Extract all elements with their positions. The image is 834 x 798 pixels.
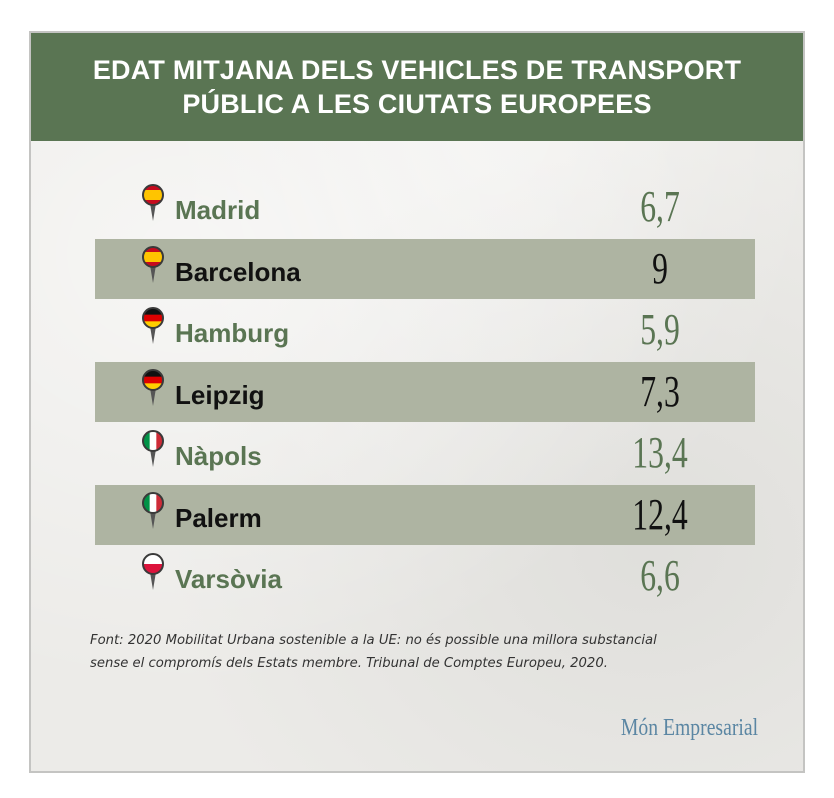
city-label: Leipzig bbox=[175, 379, 265, 410]
table-row: Nàpols 13,4 bbox=[95, 423, 755, 483]
table-row: Leipzig 7,3 bbox=[95, 361, 755, 422]
brand-logo: Món Empresarial bbox=[620, 715, 759, 741]
source-note: Font: 2020 Mobilitat Urbana sostenible a… bbox=[90, 629, 770, 675]
average-age-value: 5,9 bbox=[640, 305, 680, 354]
spain-flag-pin-icon bbox=[142, 184, 164, 221]
average-age-value: 12,4 bbox=[632, 489, 688, 539]
italy-flag-pin-icon bbox=[142, 491, 164, 529]
spain-flag-pin-icon bbox=[142, 245, 164, 283]
average-age-value: 13,4 bbox=[632, 428, 688, 477]
poland-flag-pin-icon bbox=[142, 553, 164, 590]
table-row: Madrid 6,7 bbox=[95, 177, 755, 237]
source-line-1: Font: 2020 Mobilitat Urbana sostenible a… bbox=[90, 633, 657, 648]
table-row: Hamburg 5,9 bbox=[95, 300, 755, 360]
title-banner: EDAT MITJANA DELS VEHICLES DE TRANSPORT … bbox=[31, 33, 803, 141]
title-line-1: EDAT MITJANA DELS VEHICLES DE TRANSPORT bbox=[92, 55, 742, 85]
city-label: Hamburg bbox=[175, 318, 290, 348]
table-row: Palerm 12,4 bbox=[95, 484, 755, 545]
average-age-value: 9 bbox=[652, 243, 668, 293]
average-age-value: 6,7 bbox=[640, 182, 680, 231]
city-label: Nàpols bbox=[175, 441, 262, 471]
average-age-value: 6,6 bbox=[640, 551, 680, 600]
source-line-2: sense el compromís dels Estats membre. T… bbox=[90, 656, 608, 671]
city-label: Varsòvia bbox=[175, 564, 282, 594]
table-row: Varsòvia 6,6 bbox=[95, 546, 755, 606]
infographic-card: EDAT MITJANA DELS VEHICLES DE TRANSPORT … bbox=[29, 31, 805, 773]
germany-flag-pin-icon bbox=[142, 368, 164, 406]
city-label: Madrid bbox=[175, 195, 261, 225]
table-row: Barcelona 9 bbox=[95, 238, 755, 299]
italy-flag-pin-icon bbox=[142, 430, 164, 467]
city-label: Palerm bbox=[175, 502, 262, 533]
city-label: Barcelona bbox=[175, 256, 301, 287]
title-line-2: PÚBLIC A LES CIUTATS EUROPEES bbox=[182, 89, 652, 119]
city-rows: Madrid 6,7 Barcelona 9 Hamburg 5,9 Leipzig 7,3 N… bbox=[31, 33, 803, 771]
germany-flag-pin-icon bbox=[142, 307, 164, 344]
average-age-value: 7,3 bbox=[640, 366, 680, 416]
